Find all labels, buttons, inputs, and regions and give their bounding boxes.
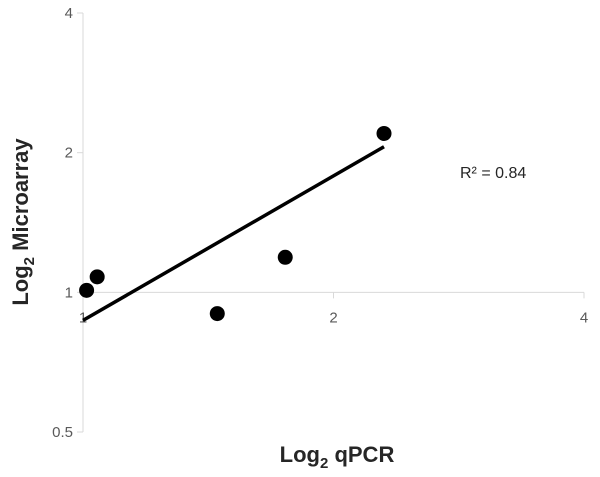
y-tick-label: 4 xyxy=(65,5,73,22)
data-points xyxy=(79,125,392,322)
x-axis-title-subscript: 2 xyxy=(320,455,328,472)
data-point xyxy=(79,282,95,298)
r-squared-annotation: R² = 0.84 xyxy=(460,165,526,182)
y-axis-title-subscript: 2 xyxy=(21,257,38,265)
y-axis-title: Log2 Microarray xyxy=(8,138,38,306)
x-tick-label: 1 xyxy=(79,309,87,326)
data-point xyxy=(209,306,225,322)
x-tick-label: 4 xyxy=(580,309,588,326)
y-tick-label: 2 xyxy=(65,145,73,162)
x-axis-title-main: Log xyxy=(280,442,320,467)
tick-labels: 0.5 1 2 4 1 2 4 xyxy=(52,5,588,441)
trendline xyxy=(82,145,385,322)
y-tick-label: 0.5 xyxy=(52,424,73,441)
y-axis-title-main: Log xyxy=(8,265,33,305)
x-axis-title-rest: qPCR xyxy=(328,442,394,467)
data-point xyxy=(277,249,293,265)
y-tick-label: 1 xyxy=(65,284,73,301)
axes xyxy=(77,12,585,433)
y-axis-title-rest: Microarray xyxy=(8,138,33,257)
data-point xyxy=(376,125,392,141)
data-point xyxy=(89,269,105,285)
x-axis-title: Log2 qPCR xyxy=(280,442,395,472)
trendline-group xyxy=(82,145,385,322)
x-tick-label: 2 xyxy=(329,309,337,326)
